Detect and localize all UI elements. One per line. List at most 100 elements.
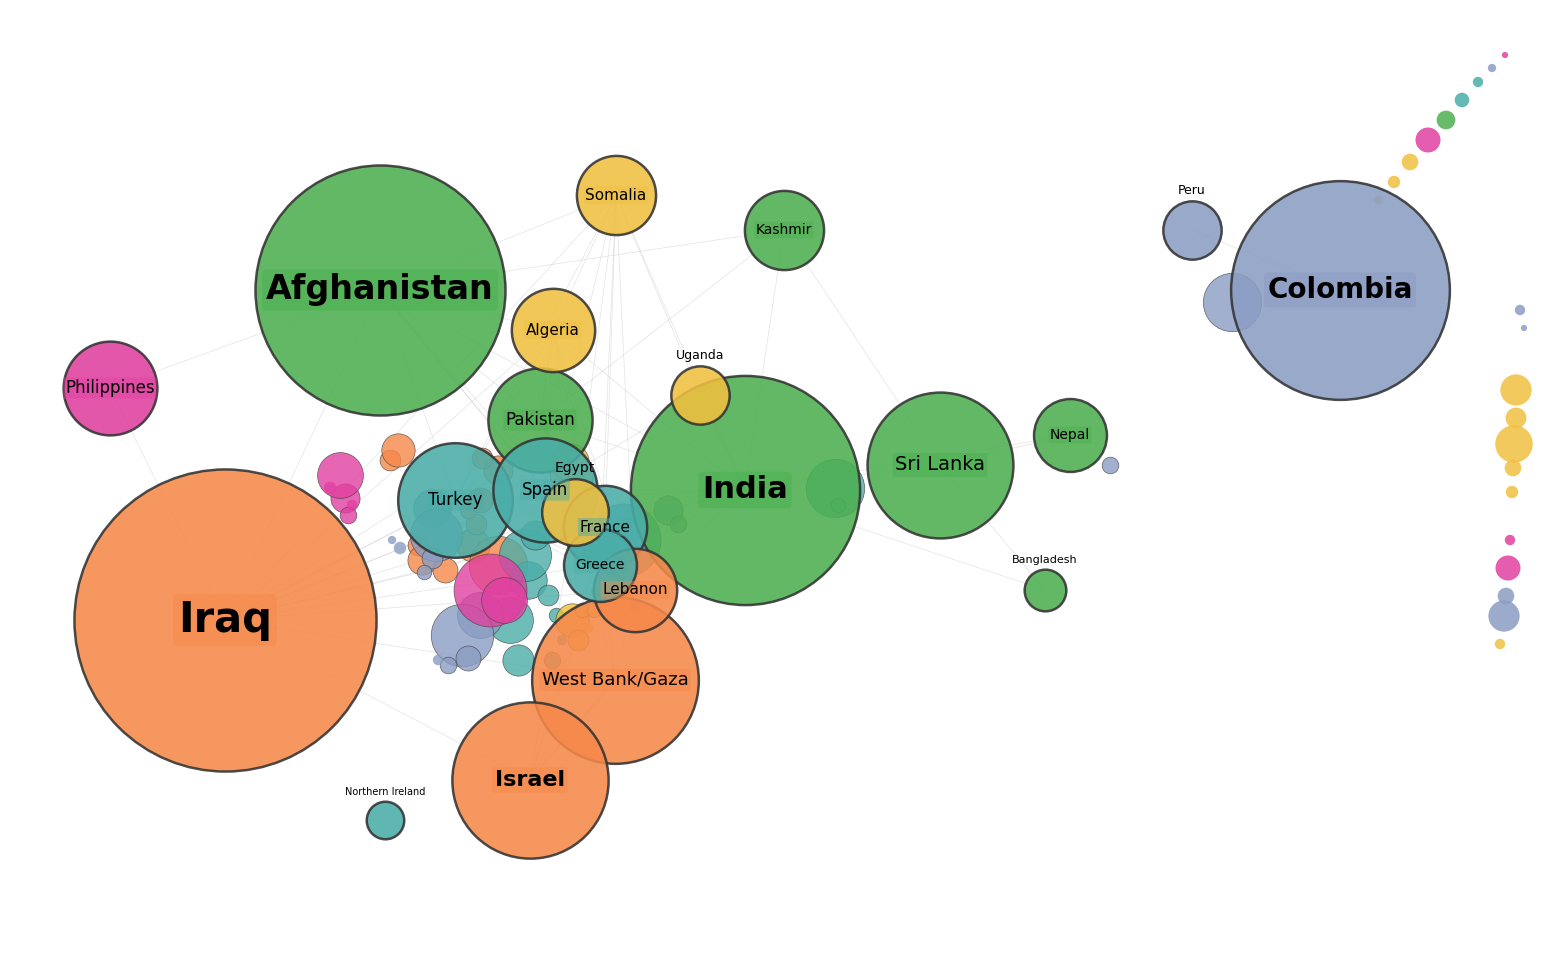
Point bbox=[212, 612, 237, 628]
Point bbox=[410, 552, 435, 568]
Point bbox=[432, 562, 457, 578]
Point bbox=[1434, 112, 1459, 128]
Point bbox=[98, 381, 123, 396]
Point bbox=[373, 812, 398, 828]
Text: Iraq: Iraq bbox=[178, 599, 271, 641]
Point bbox=[485, 557, 510, 573]
Point bbox=[379, 532, 404, 548]
Point bbox=[0, 0, 14, 10]
Point bbox=[1488, 636, 1513, 652]
Text: Philippines: Philippines bbox=[66, 379, 154, 397]
Point bbox=[532, 482, 557, 498]
Point bbox=[456, 503, 480, 518]
Text: Northern Ireland: Northern Ireland bbox=[345, 787, 426, 797]
Text: Nepal: Nepal bbox=[1050, 428, 1090, 442]
Point bbox=[513, 548, 538, 563]
Point bbox=[569, 602, 594, 618]
Point bbox=[1493, 589, 1518, 604]
Point bbox=[1496, 560, 1521, 576]
Point bbox=[583, 585, 608, 600]
Text: Greece: Greece bbox=[576, 558, 624, 572]
Point bbox=[523, 527, 548, 543]
Point bbox=[566, 632, 591, 648]
Point bbox=[318, 480, 343, 496]
Point bbox=[1493, 47, 1518, 62]
Text: Pakistan: Pakistan bbox=[505, 411, 576, 429]
Point bbox=[563, 505, 588, 520]
Point bbox=[1398, 154, 1423, 170]
Point bbox=[1058, 427, 1083, 443]
Point bbox=[1479, 61, 1504, 76]
Point bbox=[456, 650, 480, 666]
Point bbox=[1498, 532, 1523, 548]
Point bbox=[655, 503, 680, 518]
Point bbox=[412, 564, 437, 580]
Text: Uganda: Uganda bbox=[675, 349, 724, 362]
Point bbox=[1328, 282, 1353, 298]
Point bbox=[463, 516, 488, 532]
Point bbox=[426, 652, 451, 668]
Text: Lebanon: Lebanon bbox=[602, 583, 668, 597]
Text: Bangladesh: Bangladesh bbox=[1012, 555, 1078, 565]
Point bbox=[1499, 484, 1524, 500]
Text: Egypt: Egypt bbox=[555, 461, 594, 475]
Point bbox=[518, 772, 543, 788]
Point bbox=[406, 537, 431, 552]
Point bbox=[612, 532, 636, 548]
Text: France: France bbox=[579, 519, 630, 535]
Point bbox=[420, 500, 445, 515]
Point bbox=[605, 562, 630, 578]
Point bbox=[1179, 223, 1204, 238]
Point bbox=[468, 492, 493, 508]
Point bbox=[335, 508, 360, 523]
Point bbox=[1504, 383, 1529, 398]
Point bbox=[460, 537, 485, 552]
Point bbox=[387, 540, 412, 555]
Point bbox=[1365, 192, 1390, 208]
Point bbox=[1449, 92, 1474, 107]
Text: Spain: Spain bbox=[523, 481, 568, 499]
Point bbox=[491, 592, 516, 608]
Point bbox=[1491, 608, 1516, 624]
Point bbox=[477, 583, 502, 598]
Point bbox=[470, 450, 495, 466]
Point bbox=[1098, 457, 1123, 472]
Point bbox=[825, 497, 850, 512]
Point bbox=[328, 468, 353, 483]
Point bbox=[733, 482, 758, 498]
Text: Turkey: Turkey bbox=[427, 491, 482, 509]
Point bbox=[568, 470, 593, 486]
Point bbox=[560, 612, 585, 628]
Point bbox=[340, 497, 365, 512]
Point bbox=[543, 607, 568, 623]
Point bbox=[548, 672, 573, 688]
Point bbox=[596, 534, 621, 549]
Point bbox=[540, 322, 565, 338]
Point bbox=[515, 572, 540, 588]
Text: India: India bbox=[702, 475, 788, 505]
Point bbox=[1415, 132, 1440, 147]
Point bbox=[420, 550, 445, 566]
Point bbox=[540, 652, 565, 668]
Text: Afghanistan: Afghanistan bbox=[267, 273, 495, 306]
Point bbox=[622, 583, 647, 598]
Point bbox=[1220, 294, 1245, 309]
Point bbox=[612, 580, 636, 595]
Point bbox=[332, 490, 357, 506]
Point bbox=[505, 652, 530, 668]
Point bbox=[576, 620, 601, 635]
Point bbox=[602, 672, 627, 688]
Point bbox=[549, 632, 574, 648]
Point bbox=[1465, 74, 1490, 90]
Point bbox=[1501, 461, 1526, 476]
Point bbox=[468, 607, 493, 623]
Point bbox=[498, 612, 523, 628]
Point bbox=[548, 468, 573, 483]
Point bbox=[582, 602, 607, 618]
Point bbox=[1502, 436, 1527, 452]
Point bbox=[535, 588, 560, 603]
Point bbox=[622, 600, 647, 616]
Point bbox=[485, 463, 510, 478]
Text: Algeria: Algeria bbox=[526, 322, 580, 338]
Point bbox=[368, 282, 393, 298]
